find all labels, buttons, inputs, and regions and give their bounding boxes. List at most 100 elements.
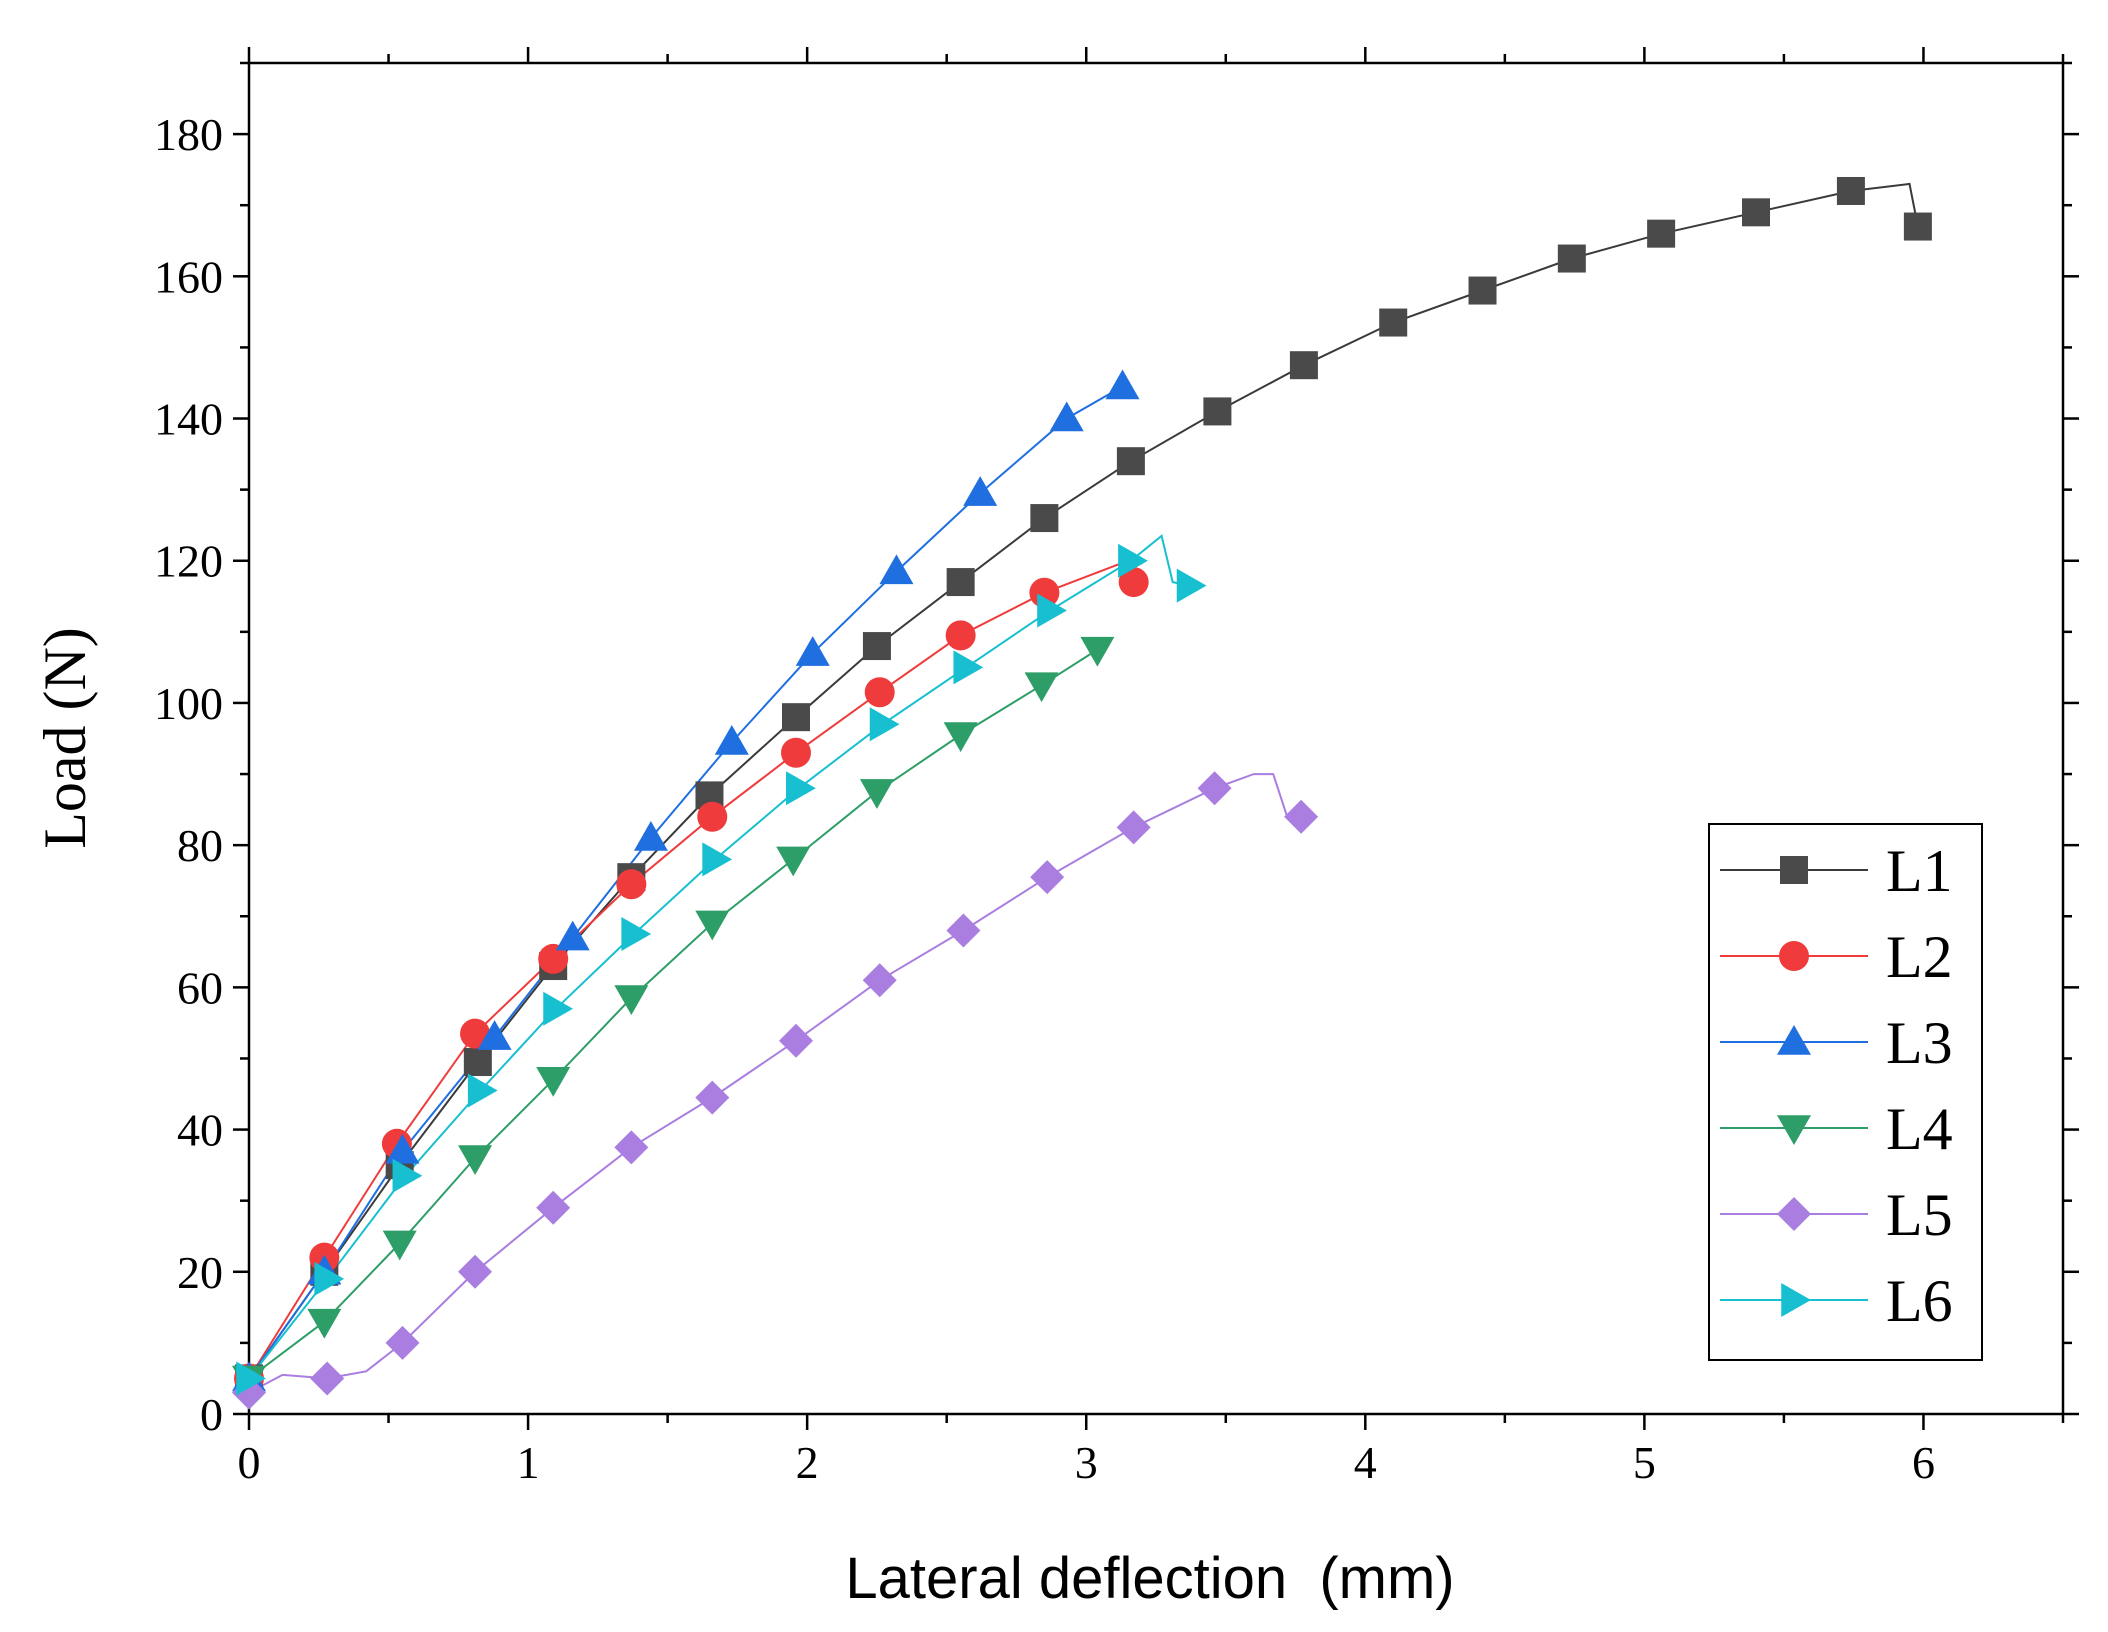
data-point-l4 bbox=[536, 1067, 571, 1097]
data-point-l4 bbox=[1024, 672, 1059, 703]
data-point-l2 bbox=[945, 620, 976, 651]
data-point-l3 bbox=[795, 636, 830, 666]
data-point-l1 bbox=[1030, 504, 1059, 533]
data-point-l6 bbox=[236, 1361, 266, 1396]
data-point-l5 bbox=[1116, 810, 1151, 845]
data-point-l4 bbox=[695, 910, 730, 941]
data-point-l5 bbox=[385, 1325, 420, 1360]
data-point-l5 bbox=[1197, 771, 1232, 806]
legend-item-l1: L1 bbox=[1720, 838, 1953, 904]
series-markers-l2 bbox=[234, 567, 1149, 1394]
legend-label-l1: L1 bbox=[1886, 838, 1953, 904]
legend-marker-l6 bbox=[1781, 1283, 1811, 1317]
legend-marker-l3 bbox=[1777, 1025, 1811, 1055]
data-point-l6 bbox=[621, 917, 652, 952]
data-point-l3 bbox=[633, 821, 668, 851]
data-point-l2 bbox=[1118, 567, 1149, 598]
data-point-l6 bbox=[1037, 593, 1067, 628]
data-point-l3 bbox=[963, 476, 998, 506]
series-lines bbox=[248, 182, 1919, 1394]
data-point-l4 bbox=[776, 846, 811, 877]
series-line-l2 bbox=[248, 559, 1135, 1379]
data-point-l2 bbox=[538, 943, 569, 974]
data-point-l3 bbox=[555, 920, 590, 951]
data-point-l6 bbox=[314, 1261, 345, 1296]
data-point-l5 bbox=[1284, 799, 1319, 834]
data-point-l4 bbox=[307, 1308, 342, 1339]
legend-marker-l5 bbox=[1777, 1197, 1811, 1231]
data-point-l1 bbox=[781, 703, 810, 732]
plot-frame bbox=[247, 61, 2065, 1416]
data-point-l1 bbox=[1557, 244, 1586, 273]
data-point-l6 bbox=[953, 650, 984, 685]
y-tick-label: 40 bbox=[177, 1105, 223, 1156]
data-point-l1 bbox=[1903, 212, 1932, 241]
data-point-l2 bbox=[460, 1018, 491, 1049]
data-point-l3 bbox=[1049, 401, 1084, 432]
data-point-l5 bbox=[458, 1254, 493, 1289]
y-tick-label: 80 bbox=[177, 820, 223, 871]
x-tick-label: 5 bbox=[1633, 1437, 1656, 1488]
legend-item-l3: L3 bbox=[1720, 1010, 1953, 1076]
legend-label-l3: L3 bbox=[1886, 1010, 1953, 1076]
data-point-l6 bbox=[1176, 568, 1207, 603]
axis-ticks bbox=[233, 47, 2079, 1430]
data-point-l5 bbox=[946, 913, 981, 948]
legend-marker-l4 bbox=[1777, 1115, 1811, 1145]
data-point-l6 bbox=[1118, 543, 1148, 578]
data-point-l2 bbox=[616, 869, 647, 900]
legend-item-l6: L6 bbox=[1720, 1268, 1953, 1334]
x-tick-label: 3 bbox=[1075, 1437, 1098, 1488]
y-tick-label: 0 bbox=[200, 1389, 223, 1440]
data-point-l6 bbox=[786, 771, 816, 806]
data-point-l3 bbox=[879, 554, 914, 585]
data-point-l1 bbox=[1836, 176, 1865, 205]
y-axis-title: Load (N) bbox=[32, 627, 98, 849]
x-tick-label: 6 bbox=[1912, 1437, 1935, 1488]
data-point-l5 bbox=[310, 1361, 345, 1396]
x-tick-label: 1 bbox=[517, 1437, 540, 1488]
data-point-l4 bbox=[382, 1230, 417, 1261]
data-point-l1 bbox=[1379, 308, 1408, 337]
legend-label-l5: L5 bbox=[1886, 1182, 1953, 1248]
data-point-l1 bbox=[946, 568, 975, 597]
data-point-l5 bbox=[695, 1080, 730, 1115]
data-point-l5 bbox=[862, 963, 897, 998]
series-line-l5 bbox=[248, 773, 1302, 1394]
data-point-l4 bbox=[614, 985, 649, 1016]
data-point-l1 bbox=[1468, 276, 1497, 305]
legend-label-l2: L2 bbox=[1886, 924, 1953, 990]
legend-label-l6: L6 bbox=[1886, 1268, 1953, 1334]
data-point-l3 bbox=[477, 1020, 512, 1050]
series-markers bbox=[232, 176, 1932, 1410]
data-point-l2 bbox=[697, 801, 728, 832]
data-point-l5 bbox=[778, 1023, 813, 1058]
data-point-l4 bbox=[1080, 636, 1115, 667]
legend-label-l4: L4 bbox=[1886, 1096, 1953, 1162]
data-point-l5 bbox=[536, 1190, 571, 1225]
legend-item-l5: L5 bbox=[1720, 1182, 1953, 1248]
x-axis-title: Lateral deflection (mm) bbox=[845, 1546, 1454, 1611]
data-point-l2 bbox=[1029, 577, 1060, 608]
y-tick-label: 140 bbox=[154, 394, 223, 445]
data-point-l6 bbox=[869, 707, 900, 742]
data-point-l1 bbox=[1203, 397, 1232, 426]
series-markers-l5 bbox=[232, 771, 1319, 1410]
y-tick-label: 160 bbox=[154, 251, 223, 302]
x-tick-label: 0 bbox=[238, 1437, 261, 1488]
data-point-l2 bbox=[780, 737, 811, 768]
data-point-l1 bbox=[1116, 447, 1145, 476]
y-tick-label: 180 bbox=[154, 109, 223, 160]
data-point-l2 bbox=[864, 677, 895, 708]
data-point-l4 bbox=[859, 779, 894, 809]
data-point-l3 bbox=[385, 1133, 420, 1164]
data-point-l5 bbox=[614, 1130, 649, 1165]
y-tick-label: 60 bbox=[177, 962, 223, 1013]
series-line-l3 bbox=[248, 385, 1123, 1379]
legend-marker-l2 bbox=[1779, 941, 1809, 971]
legend-box bbox=[1708, 823, 1983, 1361]
data-point-l6 bbox=[702, 842, 733, 877]
data-point-l1 bbox=[1289, 351, 1318, 380]
series-markers-l6 bbox=[236, 543, 1207, 1396]
